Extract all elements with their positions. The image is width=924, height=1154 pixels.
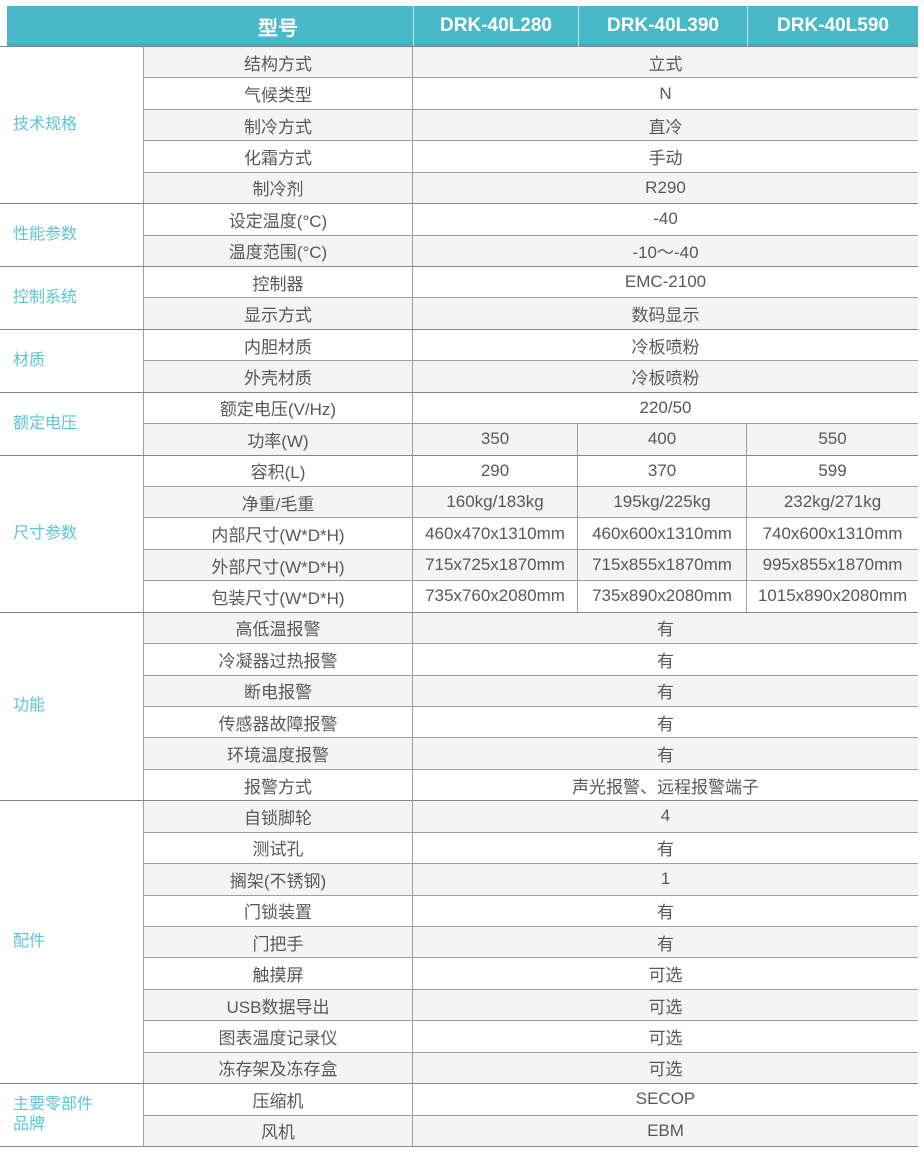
- spec-value-model-1: 715x725x1870mm: [413, 549, 578, 582]
- spec-row-label: 容积(L): [143, 455, 413, 487]
- table-header-row: 型号 DRK-40L280 DRK-40L390 DRK-40L590: [7, 6, 918, 46]
- spec-value: 冷板喷粉: [413, 361, 918, 393]
- spec-value-model-1: 460x470x1310mm: [413, 518, 578, 550]
- spec-row-label: 外部尺寸(W*D*H): [143, 549, 413, 582]
- spec-row-label: 设定温度(°C): [143, 204, 413, 236]
- spec-row-label: 净重/毛重: [143, 487, 413, 519]
- spec-row-label: 控制器: [143, 267, 413, 299]
- spec-row-label: 传感器故障报警: [143, 707, 413, 739]
- spec-row-label: 显示方式: [143, 298, 413, 330]
- category-technical-specs: 技术规格: [0, 47, 143, 205]
- spec-value: 手动: [413, 141, 918, 173]
- spec-value: 有: [413, 738, 918, 770]
- category-rated-voltage: 额定电压: [0, 392, 143, 456]
- category-material: 材质: [0, 329, 143, 393]
- spec-value: 有: [413, 832, 918, 865]
- table-body: 技术规格 性能参数 控制系统 材质 额定电压 尺寸参数 功能 配件 主要零部件品…: [0, 46, 918, 1147]
- spec-row-label: 包装尺寸(W*D*H): [143, 581, 413, 613]
- spec-row-label: 测试孔: [143, 832, 413, 865]
- spec-row-label: 结构方式: [143, 47, 413, 79]
- spec-row-label: 化霜方式: [143, 141, 413, 173]
- spec-row-label: 图表温度记录仪: [143, 1021, 413, 1053]
- spec-value-model-2: 460x600x1310mm: [578, 518, 747, 550]
- spec-value: 冷板喷粉: [413, 329, 918, 362]
- spec-row-label: 风机: [143, 1115, 413, 1147]
- spec-row-label: 内胆材质: [143, 329, 413, 362]
- spec-row-label: USB数据导出: [143, 989, 413, 1022]
- category-performance: 性能参数: [0, 204, 143, 267]
- spec-value: -40: [413, 204, 918, 236]
- spec-value-model-2: 715x855x1870mm: [578, 549, 747, 582]
- spec-value: 有: [413, 644, 918, 676]
- spec-row-label: 门把手: [143, 927, 413, 959]
- spec-value-model-3: 1015x890x2080mm: [747, 581, 918, 613]
- spec-value-model-3: 599: [747, 455, 918, 487]
- spec-value: 数码显示: [413, 298, 918, 330]
- model-header-1: DRK-40L280: [413, 6, 578, 46]
- spec-value-model-1: 290: [413, 455, 578, 487]
- model-row-header: 型号: [258, 17, 298, 40]
- spec-value: -10～-40: [413, 235, 918, 267]
- product-spec-table: 型号 DRK-40L280 DRK-40L390 DRK-40L590 技术规格…: [0, 6, 918, 1147]
- spec-value-model-2: 370: [578, 455, 747, 487]
- spec-value: 直冷: [413, 109, 918, 142]
- spec-value: EBM: [413, 1115, 918, 1147]
- category-dimensions: 尺寸参数: [0, 455, 143, 613]
- spec-row-label: 搁架(不锈钢): [143, 864, 413, 896]
- spec-value: R290: [413, 172, 918, 205]
- spec-value: 有: [413, 895, 918, 927]
- category-functions: 功能: [0, 612, 143, 802]
- spec-row-label: 门锁装置: [143, 895, 413, 927]
- spec-row-label: 环境温度报警: [143, 738, 413, 770]
- spec-row-label: 自锁脚轮: [143, 801, 413, 833]
- spec-value-model-2: 735x890x2080mm: [578, 581, 747, 613]
- spec-value: 有: [413, 927, 918, 959]
- spec-value: 可选: [413, 1021, 918, 1053]
- spec-value: 可选: [413, 1052, 918, 1085]
- header-spacer: [7, 6, 143, 46]
- spec-row-label: 制冷方式: [143, 109, 413, 142]
- spec-value-model-2: 195kg/225kg: [578, 487, 747, 519]
- spec-value: 220/50: [413, 392, 918, 425]
- spec-value: 4: [413, 801, 918, 833]
- spec-row-label: 压缩机: [143, 1084, 413, 1116]
- spec-value-model-3: 550: [747, 424, 918, 456]
- spec-value: 立式: [413, 47, 918, 79]
- spec-value-model-1: 350: [413, 424, 578, 456]
- spec-value: 有: [413, 675, 918, 707]
- spec-row-label: 内部尺寸(W*D*H): [143, 518, 413, 550]
- spec-row-label: 气候类型: [143, 78, 413, 110]
- spec-row-label: 高低温报警: [143, 612, 413, 645]
- spec-row-label: 冻存架及冻存盒: [143, 1052, 413, 1085]
- spec-value: SECOP: [413, 1084, 918, 1116]
- spec-value: N: [413, 78, 918, 110]
- spec-row-label: 冷凝器过热报警: [143, 644, 413, 676]
- spec-row-label: 报警方式: [143, 769, 413, 802]
- category-control-system: 控制系统: [0, 267, 143, 330]
- spec-value: 可选: [413, 958, 918, 990]
- spec-value-model-3: 232kg/271kg: [747, 487, 918, 519]
- spec-value: 声光报警、远程报警端子: [413, 769, 918, 802]
- spec-row-label: 外壳材质: [143, 361, 413, 393]
- spec-row-label: 温度范围(°C): [143, 235, 413, 267]
- spec-value: EMC-2100: [413, 267, 918, 299]
- category-main-component-brands: 主要零部件品牌: [0, 1084, 143, 1147]
- spec-value-model-3: 740x600x1310mm: [747, 518, 918, 550]
- spec-value: 有: [413, 612, 918, 645]
- spec-value-model-1: 160kg/183kg: [413, 487, 578, 519]
- spec-value-model-1: 735x760x2080mm: [413, 581, 578, 613]
- spec-value-model-3: 995x855x1870mm: [747, 549, 918, 582]
- model-header-2: DRK-40L390: [578, 6, 747, 46]
- spec-value: 1: [413, 864, 918, 896]
- spec-row-label: 断电报警: [143, 675, 413, 707]
- spec-row-label: 功率(W): [143, 424, 413, 456]
- spec-value: 可选: [413, 989, 918, 1022]
- spec-value-model-2: 400: [578, 424, 747, 456]
- spec-row-label: 额定电压(V/Hz): [143, 392, 413, 425]
- category-accessories: 配件: [0, 801, 143, 1085]
- spec-row-label: 触摸屏: [143, 958, 413, 990]
- model-header-3: DRK-40L590: [747, 6, 918, 46]
- spec-row-label: 制冷剂: [143, 172, 413, 205]
- spec-value: 有: [413, 707, 918, 739]
